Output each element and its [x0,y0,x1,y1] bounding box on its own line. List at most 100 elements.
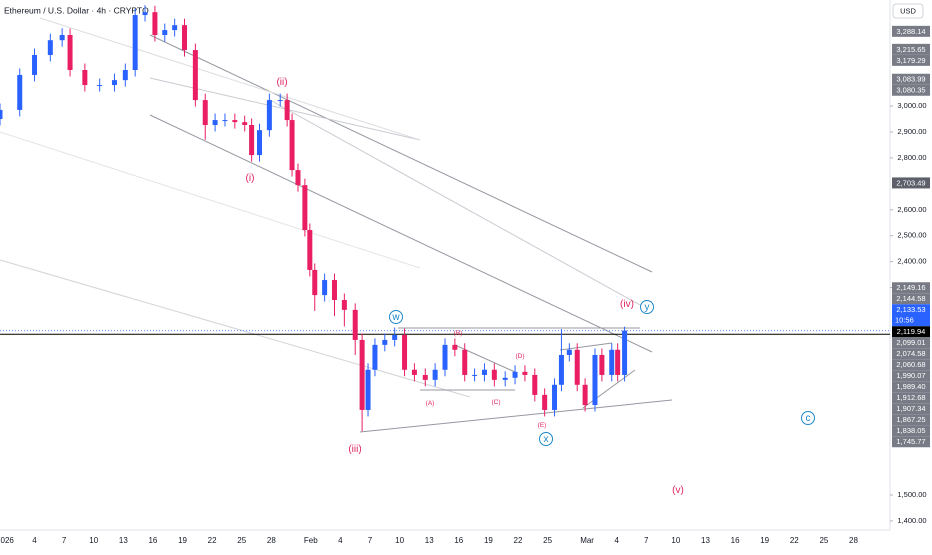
wave-circle [389,310,403,324]
price-label-box [892,177,930,189]
candle-body [132,15,138,71]
y-tick-label: 2,900.00 [897,127,926,136]
candle-body [202,100,208,125]
price-label-box [892,392,930,404]
candle-body [0,109,3,120]
price-label-box [892,54,930,66]
price-label-box [892,381,930,393]
candle-body [182,25,188,51]
candle-body [192,50,198,101]
price-label: 1,912.68 [896,393,925,402]
currency-button[interactable] [892,3,924,19]
wave-label: (ii) [276,77,287,88]
price-label-box [892,403,930,415]
wave-circle [640,300,654,314]
candle-body [232,120,238,123]
candle-body [382,339,388,345]
x-tick-label: 2026 [0,536,14,545]
candle-body [522,371,528,375]
candle-body [289,120,295,171]
y-tick-label: 1,500.00 [897,490,926,499]
x-tick-label: 13 [425,536,434,545]
candle-body [566,349,572,355]
x-tick-label: 28 [849,536,858,545]
wave-circle [539,432,553,446]
triangle-line [582,369,636,409]
candles [0,5,628,432]
wave-label: (B) [454,330,463,337]
triangle-line [359,399,673,433]
price-label-box [892,326,930,338]
candle-body [592,354,598,406]
candle-body [491,369,497,380]
x-tick-label: 25 [237,536,246,545]
x-tick-label: 4 [32,536,37,545]
candle-body [47,40,53,55]
candle-body [307,229,313,270]
wave-label: (iii) [348,444,361,455]
wave-circle [801,411,815,425]
candle-body [462,349,468,375]
price-label: 2,149.16 [896,283,925,292]
candle-body [502,377,508,380]
price-label-box [892,282,930,294]
price-label: 2,060.68 [896,360,925,369]
price-label-box [892,84,930,96]
y-tick-label: 2,500.00 [897,231,926,240]
candle-body [359,339,365,410]
x-tick-label: 19 [760,536,769,545]
price-label-box [892,304,930,327]
candle-body [558,354,564,385]
candle-body [609,349,615,375]
wave-label: (C) [491,399,500,406]
candle-body [365,369,371,410]
price-label: 1,867.25 [896,415,925,424]
candle-body [402,335,408,370]
wave-label: y [645,302,650,313]
price-label-box [892,359,930,371]
currency-label[interactable]: USD [900,6,916,15]
wave-label: (D) [515,353,524,360]
candle-body [331,280,337,301]
triangle-line [559,342,613,351]
candle-body [222,120,228,122]
candle-body [67,35,73,71]
candle-body [242,122,248,125]
price-countdown: 10:56 [895,316,914,325]
candle-body [422,374,428,380]
x-tick-label: 7 [644,536,649,545]
candle-body [481,369,487,375]
wave-label: x [544,434,549,445]
x-tick-label: 10 [395,536,404,545]
x-tick-label: 25 [819,536,828,545]
x-tick-label: Mar [580,536,594,545]
x-tick-label: 16 [454,536,463,545]
candle-body [122,70,128,81]
candle-body [59,35,65,41]
candle-body [322,280,328,296]
x-tick-label: 22 [208,536,217,545]
x-tick-label: 25 [543,536,552,545]
candle-body [532,374,538,395]
price-label: 2,074.58 [896,349,925,358]
price-label: 1,907.34 [896,404,925,413]
candle-body [512,371,518,378]
price-label-box [892,293,930,305]
candle-body [599,354,605,375]
wave-label: (A) [426,400,435,407]
price-label: 1,838.05 [896,426,925,435]
channel-line [149,34,653,273]
x-tick-label: 13 [119,536,128,545]
candle-body [582,384,588,406]
candle-body [411,369,417,375]
candle-body [542,394,548,410]
candle-body [574,349,580,385]
price-label-box [892,43,930,55]
price-label-box [892,425,930,437]
price-label: 2,144.58 [896,294,925,303]
channel-line [149,114,653,353]
candle-body [615,349,621,375]
candle-body [452,344,458,350]
x-tick-label: Feb [304,536,318,545]
